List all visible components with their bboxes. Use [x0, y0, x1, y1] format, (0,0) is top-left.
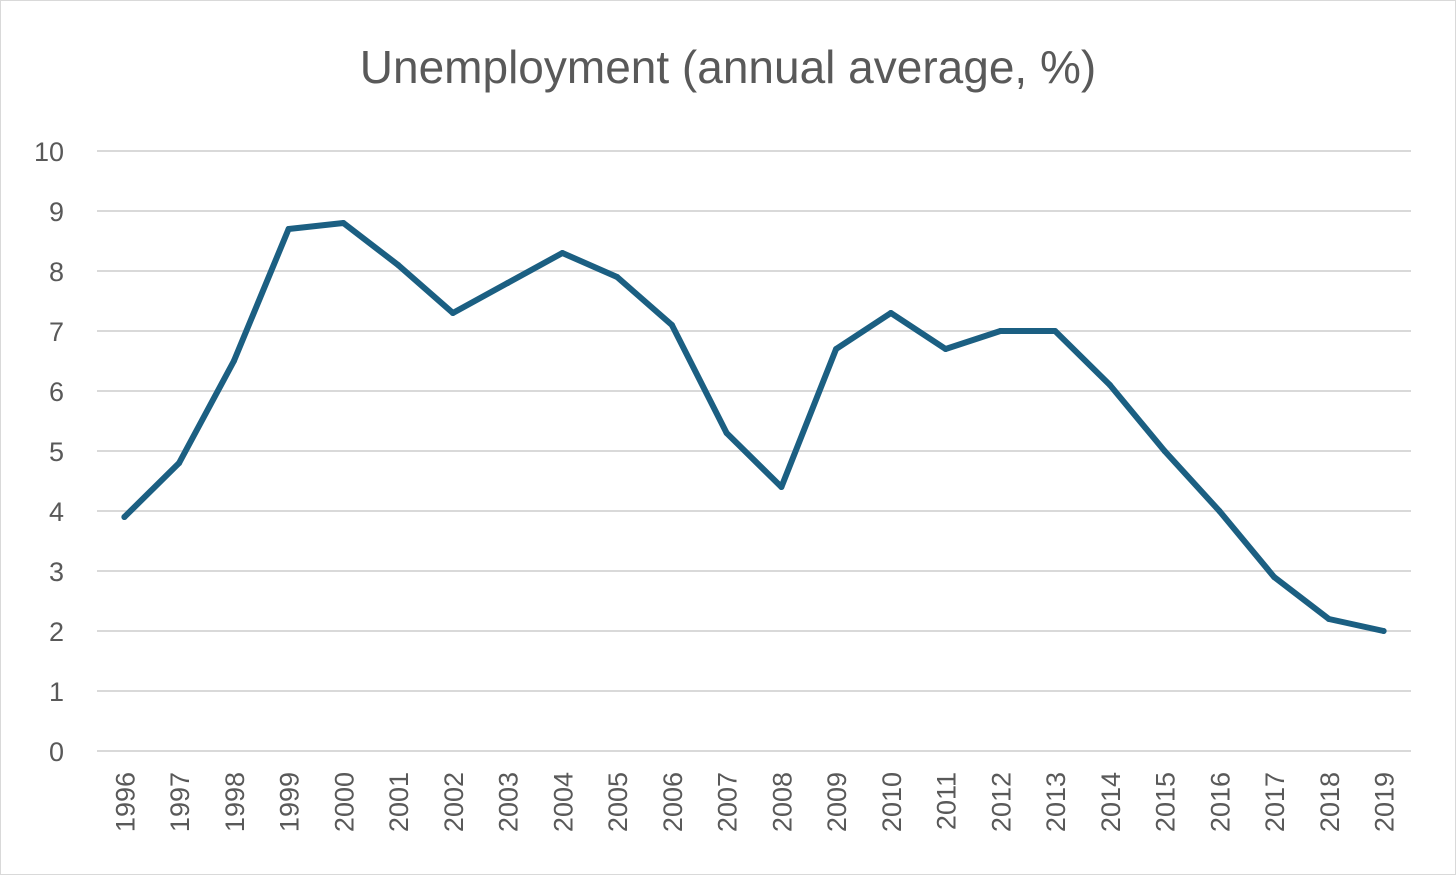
data-point-2002 — [449, 310, 456, 316]
x-axis-tick-labels: 1996 1997 1998 1999 2000 2001 2002 2003 2004 2005… — [110, 772, 1399, 832]
data-point-2005 — [614, 274, 621, 280]
x-tick-label: 2003 — [494, 772, 524, 832]
x-tick-label: 2015 — [1151, 772, 1181, 832]
y-tick-label: 4 — [49, 497, 64, 527]
x-tick-label: 1999 — [275, 772, 305, 832]
data-point-1998 — [230, 358, 237, 364]
data-point-2012 — [997, 328, 1004, 334]
data-point-2009 — [833, 346, 840, 352]
data-point-2001 — [395, 262, 402, 268]
data-point-2006 — [668, 322, 675, 328]
x-tick-label: 2010 — [877, 772, 907, 832]
x-tick-label: 2008 — [767, 772, 797, 832]
x-tick-label: 2019 — [1370, 772, 1400, 832]
x-tick-label: 2017 — [1260, 772, 1290, 832]
x-tick-label: 2016 — [1205, 772, 1235, 832]
data-point-2004 — [559, 250, 566, 256]
x-tick-label: 2000 — [329, 772, 359, 832]
y-tick-label: 5 — [49, 437, 64, 467]
data-point-1999 — [285, 226, 292, 232]
data-point-2015 — [1161, 448, 1168, 454]
x-tick-label: 1998 — [220, 772, 250, 832]
data-point-2003 — [504, 280, 511, 286]
data-point-2000 — [340, 220, 347, 226]
data-point-2007 — [723, 430, 730, 436]
y-tick-label: 6 — [49, 377, 64, 407]
x-tick-label: 2011 — [932, 772, 962, 830]
x-tick-label: 2014 — [1096, 772, 1126, 832]
data-point-2011 — [942, 346, 949, 352]
y-tick-label: 1 — [49, 677, 64, 707]
x-tick-label: 2018 — [1315, 772, 1345, 832]
data-point-2008 — [778, 484, 785, 490]
x-tick-label: 2006 — [658, 772, 688, 832]
y-tick-label: 2 — [49, 617, 64, 647]
x-tick-label: 1996 — [110, 772, 140, 832]
data-point-1997 — [176, 460, 183, 466]
x-tick-label: 2004 — [548, 772, 578, 832]
y-tick-label: 10 — [34, 137, 64, 167]
y-tick-label: 7 — [49, 317, 64, 347]
data-point-2018 — [1325, 616, 1332, 622]
data-point-2010 — [887, 310, 894, 316]
x-tick-label: 2012 — [986, 772, 1016, 832]
data-point-2016 — [1216, 508, 1223, 514]
y-tick-label: 3 — [49, 557, 64, 587]
x-tick-label: 2013 — [1041, 772, 1071, 832]
x-tick-label: 2007 — [713, 772, 743, 832]
x-tick-label: 1997 — [165, 772, 195, 832]
y-tick-label: 0 — [49, 737, 64, 767]
x-tick-label: 2001 — [384, 772, 414, 832]
x-tick-label: 2009 — [822, 772, 852, 832]
chart-title: Unemployment (annual average, %) — [359, 41, 1097, 93]
data-point-1996 — [121, 514, 128, 520]
data-point-2014 — [1106, 382, 1113, 388]
series-line-0 — [121, 220, 1387, 634]
data-point-2017 — [1271, 574, 1278, 580]
series-layer — [121, 220, 1387, 634]
data-point-2019 — [1380, 628, 1387, 634]
y-axis-tick-labels: 0 1 2 3 4 5 6 7 8 9 10 — [34, 137, 64, 767]
gridlines — [97, 150, 1411, 752]
x-tick-label: 2002 — [439, 772, 469, 832]
data-point-2013 — [1052, 328, 1059, 334]
y-tick-label: 9 — [49, 197, 64, 227]
y-tick-label: 8 — [49, 257, 64, 287]
x-tick-label: 2005 — [603, 772, 633, 832]
